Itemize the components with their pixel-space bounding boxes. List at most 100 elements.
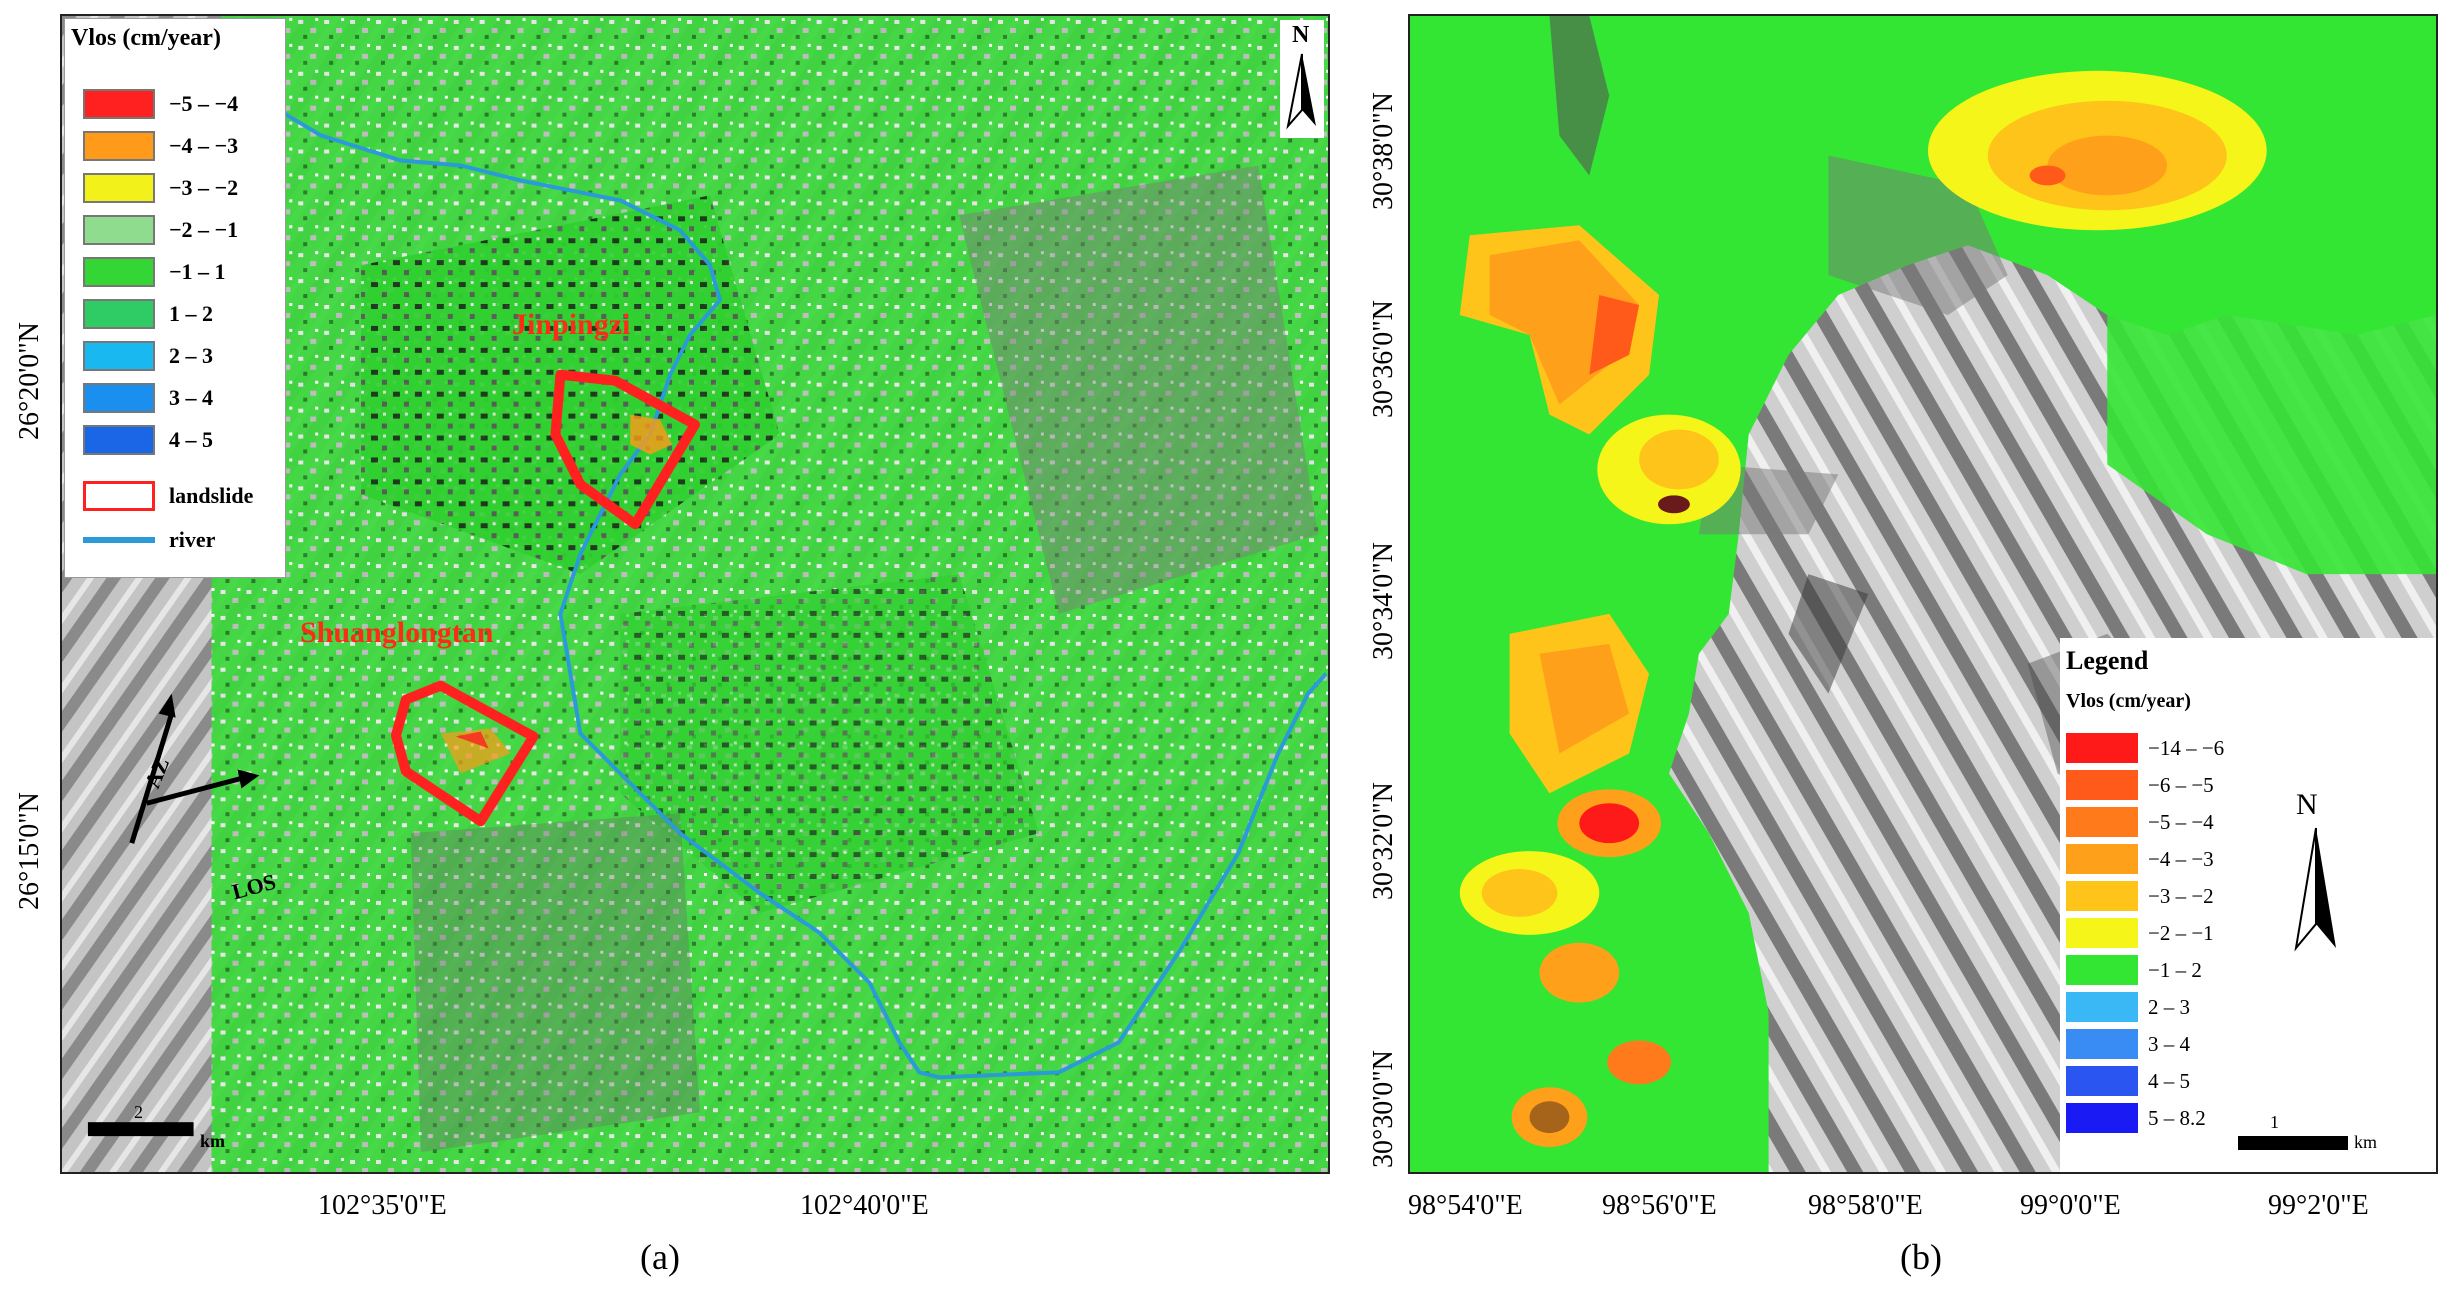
legend-a-label: 2 – 3 [169, 343, 213, 368]
legend-b-label: −14 – −6 [2148, 735, 2225, 760]
legend-b-swatch [2066, 881, 2138, 911]
y-tick-a: 26°15'0"N [14, 792, 45, 910]
legend-b-row: −14 – −6 [2066, 732, 2224, 764]
legend-b-row: 3 – 4 [2066, 1028, 2190, 1060]
legend-a-label: 3 – 4 [169, 385, 213, 410]
legend-b-row: −6 – −5 [2066, 769, 2214, 801]
legend-a-label: −5 – −4 [169, 91, 239, 116]
legend-a-label: 4 – 5 [169, 427, 213, 452]
legend-b-swatch [2066, 770, 2138, 800]
legend-b-label: −5 – −4 [2148, 809, 2214, 834]
panel-label-b: (b) [1900, 1237, 1942, 1277]
legend-a-label: −1 – 1 [169, 259, 226, 284]
legend-b-swatch [2066, 844, 2138, 874]
legend-a-swatch [83, 299, 155, 329]
x-tick-a: 102°40'0"E [800, 1190, 929, 1221]
scale-b-value: 1 [2270, 1112, 2279, 1132]
legend-b-swatch [2066, 733, 2138, 763]
map-a-terrain [62, 16, 1328, 1172]
north-arrow-icon [1286, 53, 1316, 130]
legend-b-label: −2 – −1 [2148, 920, 2214, 945]
x-tick-b: 98°54'0"E [1408, 1190, 1523, 1221]
north-label-b: N [2296, 788, 2318, 821]
legend-a-river-row: river [83, 523, 215, 557]
legend-a-title: Vlos (cm/year) [71, 25, 221, 51]
legend-panel-a: Vlos (cm/year) −5 – −4 −4 – −3 −3 – −2 −… [64, 18, 286, 578]
x-tick-b: 99°0'0"E [2020, 1190, 2121, 1221]
legend-a-swatch [83, 215, 155, 245]
legend-b-label: 2 – 3 [2148, 994, 2190, 1019]
legend-a-row: 4 – 5 [83, 423, 213, 457]
legend-a-row: −2 – −1 [83, 213, 238, 247]
north-arrow-a: N [1280, 20, 1324, 138]
legend-b-row: −4 – −3 [2066, 843, 2214, 875]
legend-b-label: 5 – 8.2 [2148, 1105, 2206, 1130]
x-tick-b: 98°56'0"E [1602, 1190, 1717, 1221]
legend-b-label: −1 – 2 [2148, 957, 2202, 982]
legend-a-swatch [83, 425, 155, 455]
legend-b-swatch [2066, 1103, 2138, 1133]
legend-a-label: −3 – −2 [169, 175, 239, 200]
legend-a-swatch [83, 383, 155, 413]
legend-b-label: 3 – 4 [2148, 1031, 2190, 1056]
y-tick-b: 30°34'0"N [1368, 542, 1399, 660]
legend-a-swatch [83, 131, 155, 161]
legend-a-row: 3 – 4 [83, 381, 213, 415]
legend-panel-b: Legend Vlos (cm/year) −14 – −6 −6 – −5 −… [2060, 638, 2436, 1172]
site-label-shuanglongtan: Shuanglongtan [300, 616, 494, 649]
legend-b-swatch [2066, 918, 2138, 948]
scale-bar-b [2238, 1136, 2348, 1150]
scale-a-value: 2 [134, 1102, 143, 1122]
landslide-swatch [83, 481, 155, 511]
legend-b-label: −4 – −3 [2148, 846, 2214, 871]
scale-a-unit: km [200, 1131, 226, 1151]
x-tick-b: 98°58'0"E [1808, 1190, 1923, 1221]
legend-b-row: 4 – 5 [2066, 1065, 2190, 1097]
y-tick-b: 30°30'0"N [1368, 1050, 1399, 1168]
river-swatch [83, 537, 155, 543]
legend-a-row: −1 – 1 [83, 255, 226, 289]
legend-a-label: −2 – −1 [169, 217, 239, 242]
y-tick-b: 30°36'0"N [1368, 300, 1399, 418]
legend-a-row: −3 – −2 [83, 171, 238, 205]
legend-a-row: 1 – 2 [83, 297, 213, 331]
y-tick-b: 30°32'0"N [1368, 782, 1399, 900]
legend-b-title: Legend [2066, 646, 2149, 675]
legend-b-row: 2 – 3 [2066, 991, 2190, 1023]
legend-b-swatch [2066, 992, 2138, 1022]
legend-a-swatch [83, 257, 155, 287]
legend-b-swatch [2066, 955, 2138, 985]
map-panel-a: Vlos (cm/year) −5 – −4 −4 – −3 −3 – −2 −… [60, 14, 1330, 1174]
legend-b-subtitle: Vlos (cm/year) [2066, 690, 2191, 712]
legend-b-row: −5 – −4 [2066, 806, 2214, 838]
legend-b-row: −2 – −1 [2066, 917, 2214, 949]
map-b-terrain [1410, 16, 2436, 1172]
legend-a-landslide-row: landslide [83, 479, 253, 513]
scale-b-unit: km [2354, 1132, 2378, 1152]
panel-label-a: (a) [640, 1237, 680, 1277]
legend-a-row: −4 – −3 [83, 129, 238, 163]
legend-b-row: −3 – −2 [2066, 880, 2214, 912]
legend-b-row: 5 – 8.2 [2066, 1102, 2206, 1134]
x-tick-b: 99°2'0"E [2268, 1190, 2369, 1221]
north-arrow-icon [2294, 827, 2336, 952]
legend-b-swatch [2066, 807, 2138, 837]
y-tick-b: 30°38'0"N [1368, 92, 1399, 210]
legend-a-row: 2 – 3 [83, 339, 213, 373]
legend-b-swatch [2066, 1066, 2138, 1096]
legend-a-swatch [83, 173, 155, 203]
legend-a-swatch [83, 341, 155, 371]
legend-a-label: 1 – 2 [169, 301, 213, 326]
legend-a-row: −5 – −4 [83, 87, 238, 121]
legend-b-label: 4 – 5 [2148, 1068, 2190, 1093]
legend-a-landslide-label: landslide [169, 483, 254, 508]
legend-a-river-label: river [169, 527, 216, 552]
legend-b-label: −6 – −5 [2148, 772, 2214, 797]
north-label-a: N [1292, 22, 1310, 48]
y-tick-a: 26°20'0"N [14, 322, 45, 440]
map-panel-b: Legend Vlos (cm/year) −14 – −6 −6 – −5 −… [1408, 14, 2438, 1174]
legend-b-label: −3 – −2 [2148, 883, 2214, 908]
legend-a-label: −4 – −3 [169, 133, 239, 158]
legend-b-row: −1 – 2 [2066, 954, 2202, 986]
legend-b-swatch [2066, 1029, 2138, 1059]
